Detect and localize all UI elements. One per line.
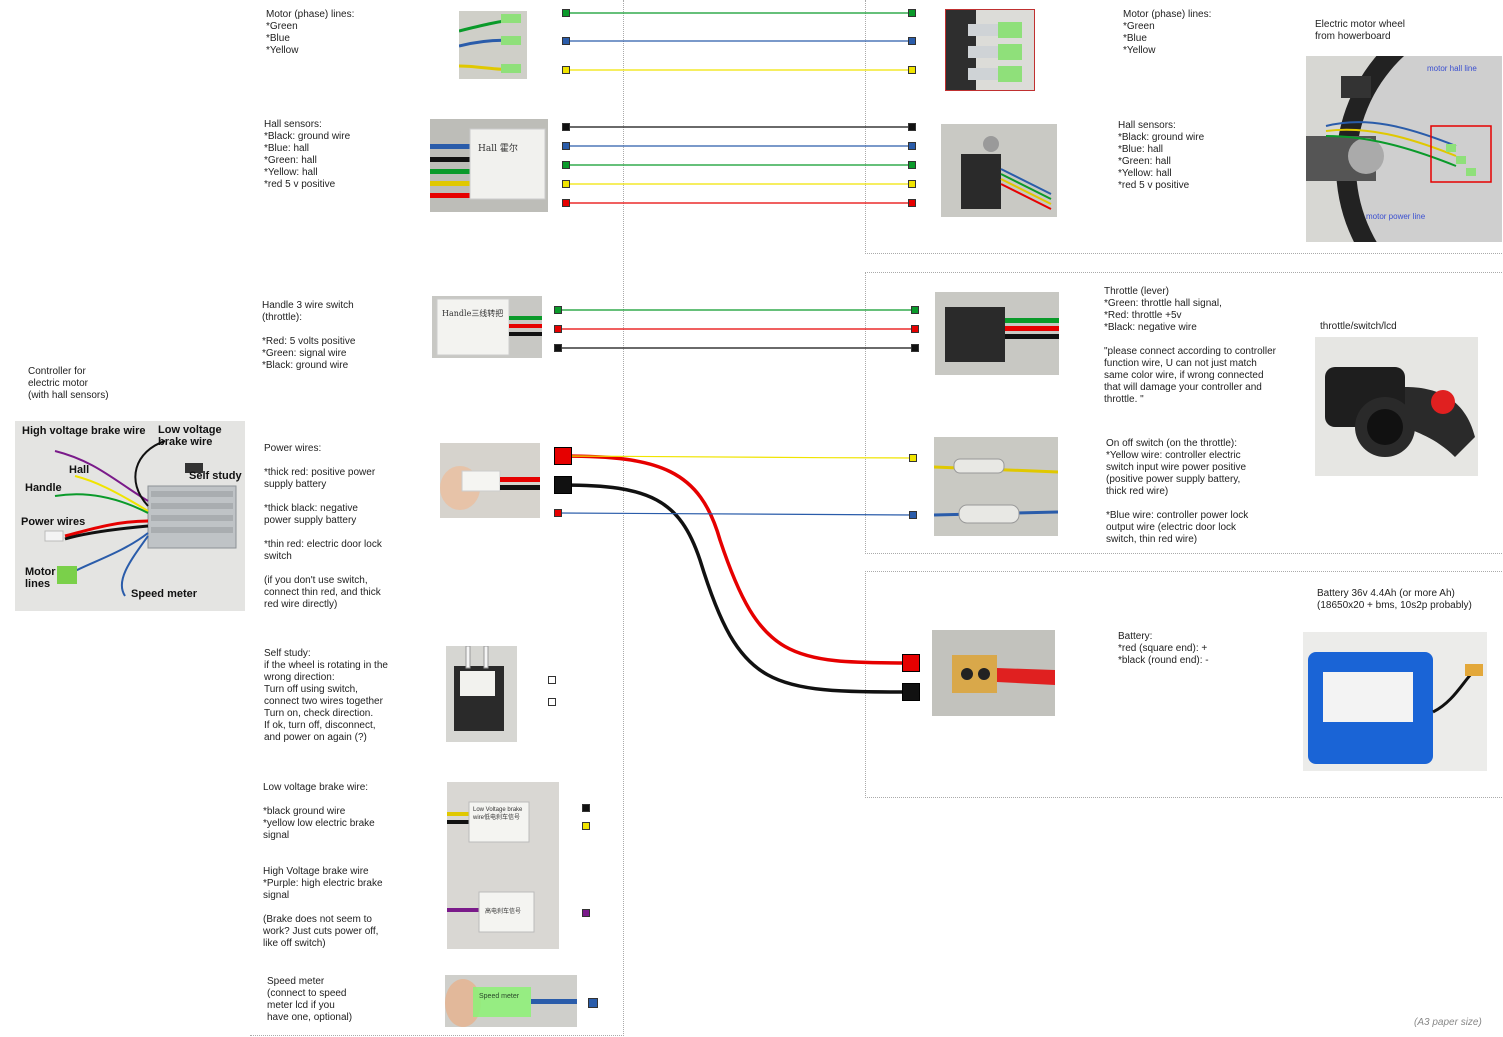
left-group-box: [250, 0, 624, 1036]
throttle-text: Throttle (lever) *Green: throttle hall s…: [1104, 286, 1276, 405]
motor-hall-connector-photo: [941, 124, 1057, 217]
wire-onoff-blue: [557, 512, 914, 516]
throttle-lever-photo: [1315, 337, 1478, 476]
onoff-switch-photo: [934, 437, 1058, 536]
motor-connector-photo: [945, 9, 1035, 91]
pin-hall-black-right: [908, 123, 916, 131]
pin-battery-red-right: [902, 654, 920, 672]
pin-throttle-black-right: [911, 344, 919, 352]
left-low-brake-text: Low voltage brake wire: *black ground wi…: [263, 782, 375, 841]
paper-size-note: (A3 paper size): [1414, 1017, 1482, 1028]
pin-self-study-1: [548, 676, 556, 684]
pin-hall-red-left: [562, 199, 570, 207]
pin-power-black-left: [554, 476, 572, 494]
right-motor-lines-text: Motor (phase) lines: *Green *Blue *Yello…: [1123, 9, 1212, 56]
motor-lines-photo: [459, 11, 527, 79]
power-connector-photo: [440, 443, 540, 518]
throttle-group-box: [865, 272, 1502, 554]
pin-power-thin-red-left: [554, 509, 562, 517]
throttle-connector-photo: [935, 292, 1059, 375]
battery-title-text: Battery 36v 4.4Ah (or more Ah) (18650x20…: [1317, 588, 1472, 611]
hall-connector-photo: Hall 霍尔: [430, 119, 548, 212]
pin-throttle-black-left: [554, 344, 562, 352]
controller-photo: [15, 421, 245, 611]
battery-connector-photo: [932, 630, 1055, 716]
pin-power-red-left: [554, 447, 572, 465]
speed-meter-photo: Speed meter: [445, 975, 577, 1027]
left-handle-text: Handle 3 wire switch (throttle): *Red: 5…: [262, 300, 356, 371]
motor-power-line-label: motor power line: [1366, 212, 1426, 221]
battery-text: Battery: *red (square end): + *black (ro…: [1118, 631, 1209, 666]
pin-speed-meter-blue: [588, 998, 598, 1008]
motor-wheel-photo: [1306, 56, 1502, 242]
pin-hall-blue-left: [562, 142, 570, 150]
pin-battery-black-right: [902, 683, 920, 701]
onoff-switch-text: On off switch (on the throttle): *Yellow…: [1106, 438, 1249, 545]
pin-motor-blue-left: [562, 37, 570, 45]
ctrl-label-hall: Hall: [69, 464, 90, 476]
pin-throttle-red-right: [911, 325, 919, 333]
pin-low-brake-black: [582, 804, 590, 812]
pin-self-study-2: [548, 698, 556, 706]
throttle-title-text: throttle/switch/lcd: [1320, 321, 1397, 332]
wire-onoff-yellow: [562, 455, 914, 459]
brake-wires-photo: Low Voltage brake wire低电刹车信号 高电刹车信号: [447, 782, 559, 949]
high-brake-photo-label: 高电刹车信号: [485, 909, 522, 915]
pin-throttle-green-left: [554, 306, 562, 314]
pin-onoff-yellow-right: [909, 454, 917, 462]
pin-hall-green-left: [562, 161, 570, 169]
pin-low-brake-yellow: [582, 822, 590, 830]
speed-photo-label: Speed meter: [479, 993, 520, 1000]
ctrl-label-power-wires: Power wires: [21, 516, 86, 528]
wire-power-red: [562, 454, 911, 665]
pin-hall-yellow-left: [562, 180, 570, 188]
wheel-title-text: Electric motor wheel from howerboard: [1315, 19, 1406, 42]
ctrl-label-high-voltage-brake: High voltage brake wire: [22, 425, 146, 437]
ctrl-label-low-voltage-brake: Low voltage brake wire: [158, 424, 222, 448]
pin-hall-blue-right: [908, 142, 916, 150]
battery-pack-photo: [1303, 632, 1487, 771]
pin-motor-green-right: [908, 9, 916, 17]
controller-title: Controller for electric motor (with hall…: [28, 366, 109, 401]
low-brake-photo-label: Low Voltage brake wire低电刹车信号: [473, 807, 523, 821]
wire-power-black: [562, 483, 911, 694]
right-hall-sensors-text: Hall sensors: *Black: ground wire *Blue:…: [1118, 120, 1205, 191]
pin-throttle-red-left: [554, 325, 562, 333]
pin-throttle-green-right: [911, 306, 919, 314]
pin-hall-black-left: [562, 123, 570, 131]
pin-hall-green-right: [908, 161, 916, 169]
left-speed-meter-text: Speed meter (connect to speed meter lcd …: [267, 976, 353, 1023]
ctrl-label-speed-meter: Speed meter: [131, 588, 198, 600]
pin-motor-yellow-right: [908, 66, 916, 74]
pin-motor-green-left: [562, 9, 570, 17]
ctrl-label-self-study: Self study: [189, 470, 242, 482]
hall-photo-label: Hall 霍尔: [478, 144, 518, 154]
left-motor-lines-text: Motor (phase) lines: *Green *Blue *Yello…: [266, 9, 355, 56]
handle-photo-label: Handle三线转把: [442, 309, 504, 318]
pin-high-brake-purple: [582, 909, 590, 917]
handle-connector-photo: Handle三线转把: [432, 296, 542, 358]
left-hall-sensors-text: Hall sensors: *Black: ground wire *Blue:…: [264, 119, 351, 190]
pin-hall-red-right: [908, 199, 916, 207]
pin-hall-yellow-right: [908, 180, 916, 188]
left-high-brake-text: High Voltage brake wire *Purple: high el…: [263, 866, 383, 949]
pin-motor-blue-right: [908, 37, 916, 45]
left-self-study-text: Self study: if the wheel is rotating in …: [264, 648, 388, 743]
pin-motor-yellow-left: [562, 66, 570, 74]
self-study-photo: [446, 646, 517, 742]
ctrl-label-handle: Handle: [25, 482, 62, 494]
ctrl-label-motor-lines: Motor lines: [25, 566, 56, 590]
left-power-text: Power wires: *thick red: positive power …: [264, 443, 382, 610]
pin-onoff-blue-right: [909, 511, 917, 519]
motor-hall-line-label: motor hall line: [1427, 64, 1477, 73]
battery-group-box: [865, 571, 1502, 798]
